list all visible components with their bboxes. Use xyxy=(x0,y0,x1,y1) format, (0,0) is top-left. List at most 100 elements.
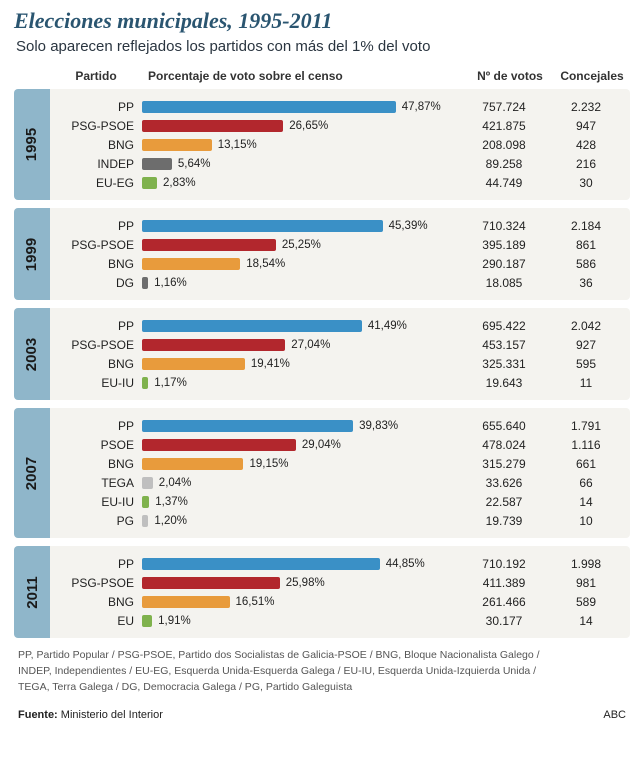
header-votes: Nº de votos xyxy=(466,69,554,83)
pct-label: 16,51% xyxy=(236,596,275,608)
year-body: PP39,83%655.6401.791PSOE29,04%478.0241.1… xyxy=(50,408,630,538)
bar xyxy=(142,239,276,251)
bar xyxy=(142,615,152,627)
party-row: PP45,39%710.3242.184 xyxy=(50,216,624,235)
bar-cell: 19,41% xyxy=(142,358,460,370)
pct-label: 2,04% xyxy=(159,477,192,489)
party-name: BNG xyxy=(50,357,142,371)
year-body: PP44,85%710.1921.998PSG-PSOE25,98%411.38… xyxy=(50,546,630,638)
pct-label: 27,04% xyxy=(291,339,330,351)
year-block: 1999 PP45,39%710.3242.184PSG-PSOE25,25%39… xyxy=(14,208,630,300)
bar xyxy=(142,139,212,151)
party-row: PG1,20%19.73910 xyxy=(50,511,624,530)
seats-value: 861 xyxy=(548,238,624,252)
party-name: EU xyxy=(50,614,142,628)
bar xyxy=(142,320,362,332)
bar-cell: 29,04% xyxy=(142,439,460,451)
votes-value: 453.157 xyxy=(460,338,548,352)
pct-label: 18,54% xyxy=(246,258,285,270)
party-row: BNG19,15%315.279661 xyxy=(50,454,624,473)
bar-cell: 2,04% xyxy=(142,477,460,489)
party-name: PP xyxy=(50,557,142,571)
bar-cell: 1,37% xyxy=(142,496,460,508)
seats-value: 14 xyxy=(548,614,624,628)
bar xyxy=(142,420,353,432)
party-name: PP xyxy=(50,219,142,233)
seats-value: 1.791 xyxy=(548,419,624,433)
bar-cell: 2,83% xyxy=(142,177,460,189)
party-row: PP47,87%757.7242.232 xyxy=(50,97,624,116)
party-row: PSG-PSOE25,25%395.189861 xyxy=(50,235,624,254)
bar xyxy=(142,101,396,113)
chart-title: Elecciones municipales, 1995-2011 xyxy=(14,8,630,34)
seats-value: 586 xyxy=(548,257,624,271)
year-block: 1995 PP47,87%757.7242.232PSG-PSOE26,65%42… xyxy=(14,89,630,200)
bar-cell: 25,98% xyxy=(142,577,460,589)
seats-value: 927 xyxy=(548,338,624,352)
votes-value: 695.422 xyxy=(460,319,548,333)
bar xyxy=(142,358,245,370)
year-tab: 2007 xyxy=(14,408,50,538)
seats-value: 661 xyxy=(548,457,624,471)
party-name: BNG xyxy=(50,257,142,271)
party-name: PSG-PSOE xyxy=(50,238,142,252)
bar-cell: 47,87% xyxy=(142,101,460,113)
votes-value: 19.643 xyxy=(460,376,548,390)
year-block: 2011PP44,85%710.1921.998PSG-PSOE25,98%41… xyxy=(14,546,630,638)
bar xyxy=(142,220,383,232)
party-name: DG xyxy=(50,276,142,290)
votes-value: 478.024 xyxy=(460,438,548,452)
seats-value: 1.116 xyxy=(548,438,624,452)
bar xyxy=(142,558,380,570)
party-name: INDEP xyxy=(50,157,142,171)
years-host: 1995 PP47,87%757.7242.232PSG-PSOE26,65%42… xyxy=(14,89,630,638)
party-name: PP xyxy=(50,419,142,433)
votes-value: 315.279 xyxy=(460,457,548,471)
bar-cell: 1,17% xyxy=(142,377,460,389)
party-row: EU-IU1,37%22.58714 xyxy=(50,492,624,511)
seats-value: 981 xyxy=(548,576,624,590)
year-body: PP41,49%695.4222.042PSG-PSOE27,04%453.15… xyxy=(50,308,630,400)
bar xyxy=(142,515,148,527)
seats-value: 10 xyxy=(548,514,624,528)
party-row: PSG-PSOE26,65%421.875947 xyxy=(50,116,624,135)
votes-value: 30.177 xyxy=(460,614,548,628)
party-row: EU-EG2,83%44.74930 xyxy=(50,173,624,192)
source: Fuente: Ministerio del Interior xyxy=(18,709,163,721)
seats-value: 11 xyxy=(548,376,624,390)
pct-label: 1,17% xyxy=(154,377,187,389)
chart-container: Elecciones municipales, 1995-2011 Solo a… xyxy=(0,0,644,727)
votes-value: 44.749 xyxy=(460,176,548,190)
party-row: BNG19,41%325.331595 xyxy=(50,354,624,373)
year-tab: 2011 xyxy=(14,546,50,638)
votes-value: 89.258 xyxy=(460,157,548,171)
votes-value: 710.192 xyxy=(460,557,548,571)
year-body: PP47,87%757.7242.232PSG-PSOE26,65%421.87… xyxy=(50,89,630,200)
seats-value: 66 xyxy=(548,476,624,490)
bar xyxy=(142,577,280,589)
party-row: EU-IU 1,17% 19.64311 xyxy=(50,373,624,392)
pct-label: 39,83% xyxy=(359,420,398,432)
votes-value: 19.739 xyxy=(460,514,548,528)
header-seats: Concejales xyxy=(554,69,630,83)
party-row: PP41,49%695.4222.042 xyxy=(50,316,624,335)
source-label: Fuente: xyxy=(18,709,58,721)
party-row: BNG18,54%290.187586 xyxy=(50,254,624,273)
party-row: INDEP5,64%89.258216 xyxy=(50,154,624,173)
bar-cell: 26,65% xyxy=(142,120,460,132)
bar-cell: 1,20% xyxy=(142,515,460,527)
year-label: 1999 xyxy=(24,237,41,270)
year-label: 1995 xyxy=(24,128,41,161)
party-name: EU-IU xyxy=(50,376,142,390)
year-label: 2007 xyxy=(24,456,41,489)
seats-value: 2.232 xyxy=(548,100,624,114)
seats-value: 595 xyxy=(548,357,624,371)
bar xyxy=(142,439,296,451)
bar-cell: 5,64% xyxy=(142,158,460,170)
party-legend: PP, Partido Popular / PSG-PSOE, Partido … xyxy=(14,648,630,695)
party-row: PP44,85%710.1921.998 xyxy=(50,554,624,573)
bar-cell: 16,51% xyxy=(142,596,460,608)
bar xyxy=(142,496,149,508)
party-row: TEGA2,04%33.62666 xyxy=(50,473,624,492)
pct-label: 1,37% xyxy=(155,496,188,508)
